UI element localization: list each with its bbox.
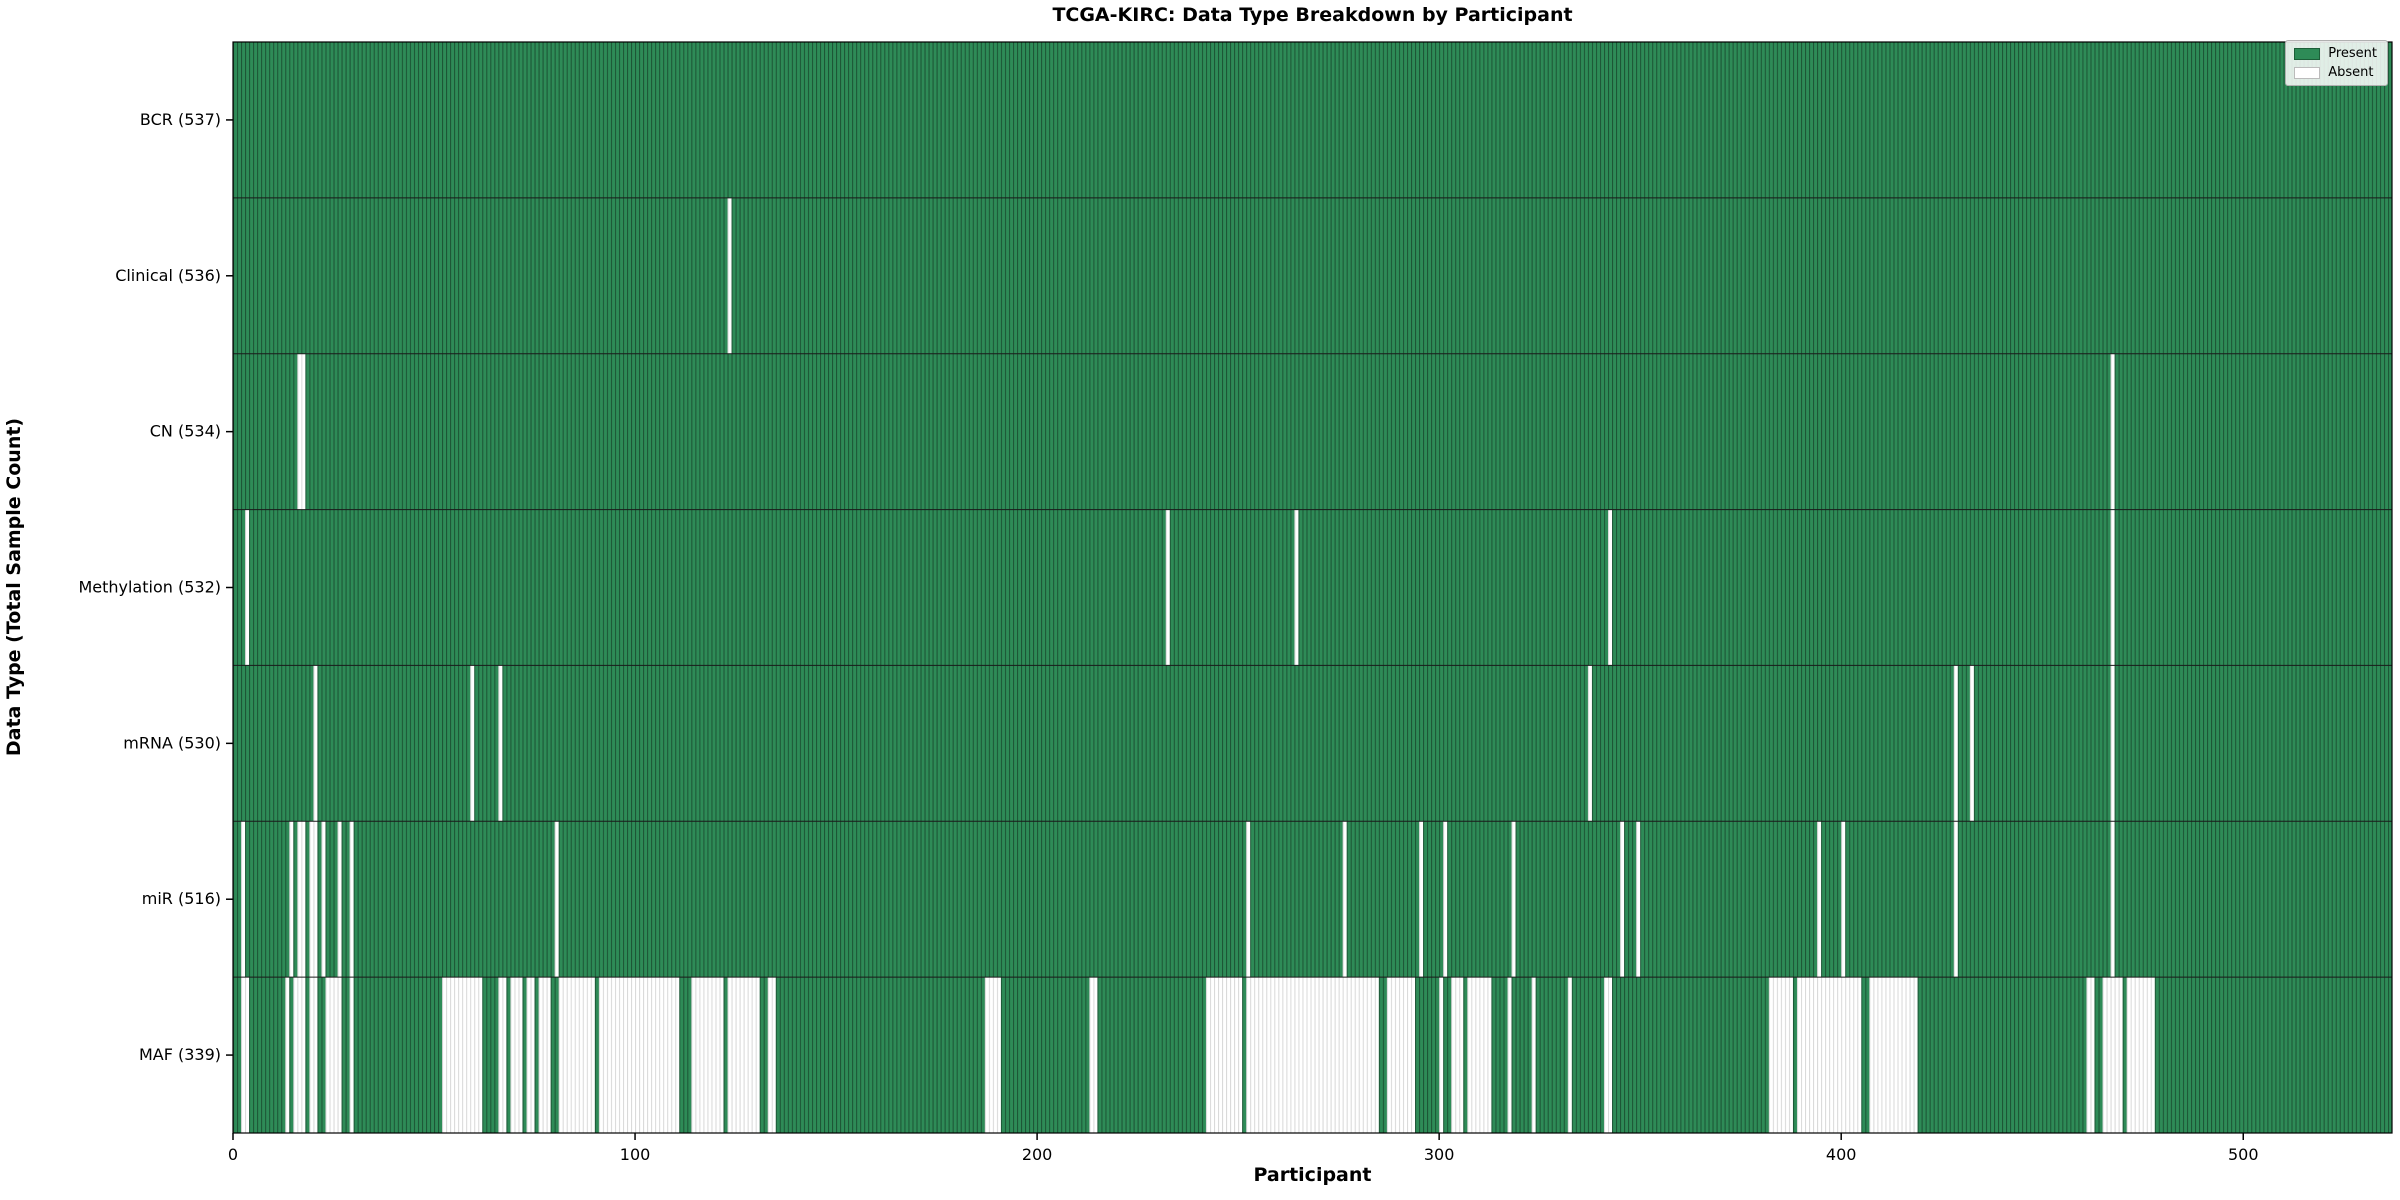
absent-gap-MAF	[1205, 977, 1243, 1133]
y-tick-label-mRNA: mRNA (530)	[123, 733, 221, 752]
absent-gap-MAF	[1869, 977, 1918, 1133]
absent-gap-miR	[1246, 821, 1251, 978]
absent-gap-miR	[1443, 821, 1448, 978]
absent-gap-CN	[297, 353, 306, 510]
absent-gap-mRNA	[470, 665, 475, 822]
absent-gap-miR	[2110, 821, 2115, 978]
row-band-CN	[233, 353, 2392, 510]
x-tick-label: 100	[620, 1145, 651, 1164]
absent-gap-miR	[337, 821, 342, 978]
absent-gap-Clinical	[727, 197, 732, 354]
absent-gap-MAF	[1796, 977, 1862, 1133]
legend-absent-label: Absent	[2328, 65, 2374, 80]
legend-entry-absent: Absent	[2294, 65, 2377, 80]
absent-gap-mRNA	[313, 665, 318, 822]
absent-gap-MAF	[1467, 977, 1492, 1133]
absent-gap-MAF	[558, 977, 595, 1133]
absent-gap-miR	[1636, 821, 1641, 978]
absent-gap-MAF	[349, 977, 354, 1133]
y-tick-label-BCR: BCR (537)	[140, 110, 221, 129]
legend: Present Absent	[2285, 40, 2388, 86]
absent-gap-MAF	[1603, 977, 1613, 1133]
absent-gap-MAF	[442, 977, 483, 1133]
absent-gap-Methylation	[2110, 509, 2115, 666]
x-tick-label: 200	[1022, 1145, 1053, 1164]
absent-gap-miR	[321, 821, 326, 978]
absent-gap-MAF	[293, 977, 306, 1133]
row-band-BCR	[233, 42, 2392, 198]
absent-gap-miR	[1620, 821, 1625, 978]
absent-gap-Methylation	[1294, 509, 1299, 666]
x-axis-label: Participant	[1253, 1164, 1372, 1186]
row-band-Methylation	[233, 509, 2392, 666]
absent-gap-miR	[297, 821, 306, 978]
row-band-miR	[233, 821, 2392, 978]
absent-gap-miR	[309, 821, 318, 978]
absent-gap-MAF	[325, 977, 342, 1133]
absent-gap-MAF	[285, 977, 290, 1133]
absent-gap-MAF	[1246, 977, 1379, 1133]
absent-gap-miR	[1342, 821, 1347, 978]
y-tick-label-miR: miR (516)	[142, 889, 221, 908]
absent-gap-miR	[1841, 821, 1846, 978]
absent-gap-MAF	[1567, 977, 1572, 1133]
x-tick-label: 300	[1424, 1145, 1455, 1164]
chart-title: TCGA-KIRC: Data Type Breakdown by Partic…	[1052, 4, 1573, 26]
absent-gap-MAF	[1089, 977, 1098, 1133]
absent-gap-Methylation	[245, 509, 250, 666]
legend-present-swatch	[2294, 47, 2321, 60]
absent-gap-mRNA	[1969, 665, 1974, 822]
absent-gap-miR	[1953, 821, 1958, 978]
absent-gap-Methylation	[1165, 509, 1170, 666]
row-band-mRNA	[233, 665, 2392, 822]
absent-gap-miR	[1511, 821, 1516, 978]
y-tick-label-Methylation: Methylation (532)	[78, 578, 221, 597]
x-tick-label: 400	[1826, 1145, 1857, 1164]
y-tick-label-MAF: MAF (339)	[139, 1045, 221, 1064]
absent-gap-MAF	[691, 977, 724, 1133]
legend-absent-swatch	[2294, 66, 2321, 79]
y-tick-label-CN: CN (534)	[150, 422, 221, 441]
absent-gap-miR	[349, 821, 354, 978]
absent-gap-Methylation	[1608, 509, 1613, 666]
row-band-Clinical	[233, 197, 2392, 354]
legend-entry-present: Present	[2294, 46, 2377, 61]
absent-gap-MAF	[1531, 977, 1536, 1133]
absent-gap-MAF	[1768, 977, 1793, 1133]
absent-gap-MAF	[241, 977, 250, 1133]
absent-gap-MAF	[2086, 977, 2095, 1133]
absent-gap-mRNA	[2110, 665, 2115, 822]
absent-gap-MAF	[598, 977, 680, 1133]
x-tick-label: 500	[2228, 1145, 2259, 1164]
absent-gap-miR	[241, 821, 246, 978]
absent-gap-MAF	[2126, 977, 2155, 1133]
absent-gap-MAF	[984, 977, 1001, 1133]
absent-gap-MAF	[510, 977, 523, 1133]
absent-gap-mRNA	[1953, 665, 1958, 822]
absent-gap-MAF	[538, 977, 551, 1133]
absent-gap-miR	[1817, 821, 1822, 978]
absent-gap-MAF	[2102, 977, 2123, 1133]
legend-present-label: Present	[2328, 46, 2377, 61]
absent-gap-MAF	[767, 977, 776, 1133]
absent-gap-mRNA	[498, 665, 503, 822]
absent-gap-MAF	[1439, 977, 1444, 1133]
absent-gap-MAF	[498, 977, 507, 1133]
absent-gap-miR	[289, 821, 294, 978]
absent-gap-miR	[1419, 821, 1424, 978]
absent-gap-CN	[2110, 353, 2115, 510]
absent-gap-MAF	[1386, 977, 1416, 1133]
y-tick-label-Clinical: Clinical (536)	[115, 266, 221, 285]
absent-gap-MAF	[1451, 977, 1464, 1133]
x-tick-label: 0	[228, 1145, 238, 1164]
absent-gap-MAF	[526, 977, 535, 1133]
absent-gap-MAF	[309, 977, 318, 1133]
absent-gap-miR	[554, 821, 559, 978]
absent-gap-MAF	[1507, 977, 1512, 1133]
absent-gap-MAF	[727, 977, 760, 1133]
absent-gap-mRNA	[1587, 665, 1592, 822]
